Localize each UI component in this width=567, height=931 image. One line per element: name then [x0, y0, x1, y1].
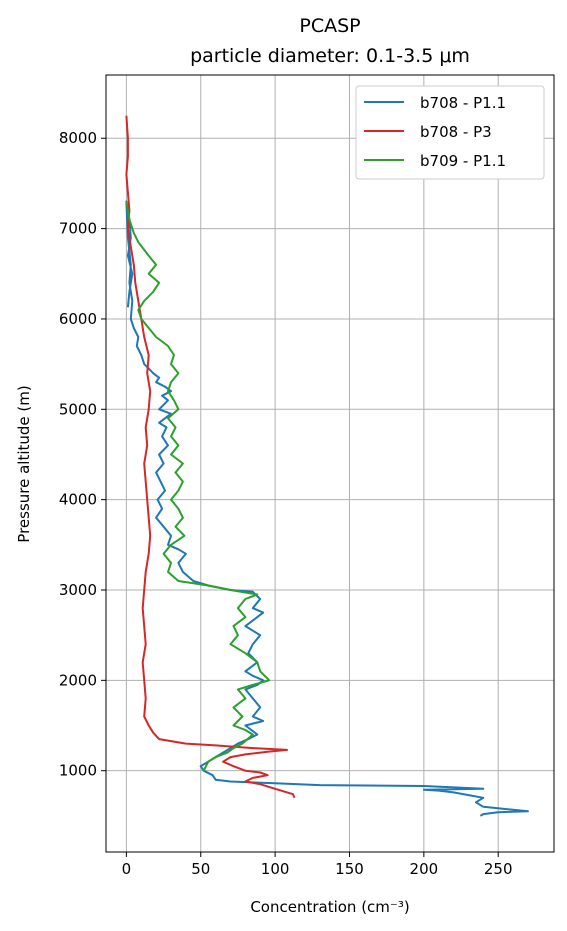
y-tick-label: 1000	[59, 762, 97, 780]
x-tick-label: 150	[335, 860, 364, 878]
y-tick-label: 4000	[59, 491, 97, 509]
legend-label: b708 - P1.1	[420, 94, 506, 112]
y-tick-label: 5000	[59, 400, 97, 418]
plot-frame	[105, 74, 555, 853]
series-lines	[125, 115, 529, 817]
y-tick-label: 3000	[59, 581, 97, 599]
y-axis: 1000 2000 3000 4000 5000 6000 7000 8000	[59, 129, 106, 780]
x-tick-label: 200	[410, 860, 439, 878]
y-tick-label: 7000	[59, 220, 97, 238]
x-tick-label: 0	[122, 860, 132, 878]
x-tick-label: 50	[191, 860, 210, 878]
y-tick-label: 2000	[59, 671, 97, 689]
y-axis-label: Pressure altitude (m)	[15, 385, 33, 542]
x-tick-label: 100	[261, 860, 290, 878]
x-axis-label: Concentration (cm⁻³)	[250, 898, 409, 916]
legend-label: b709 - P1.1	[420, 152, 506, 170]
chart-subtitle: particle diameter: 0.1-3.5 μm	[190, 45, 470, 67]
y-tick-label: 8000	[59, 129, 97, 147]
x-axis: 0 50 100 150 200 250	[122, 852, 513, 878]
legend: b708 - P1.1 b708 - P3 b709 - P1.1	[355, 85, 545, 180]
series-line-1	[125, 200, 529, 817]
legend-label: b708 - P3	[420, 123, 492, 141]
chart-title: PCASP	[299, 15, 360, 37]
grid	[106, 75, 554, 852]
series-line-3	[125, 201, 271, 772]
x-tick-label: 250	[484, 860, 513, 878]
series-line-2	[125, 115, 296, 799]
legend-box	[355, 85, 545, 180]
y-tick-label: 6000	[59, 310, 97, 328]
